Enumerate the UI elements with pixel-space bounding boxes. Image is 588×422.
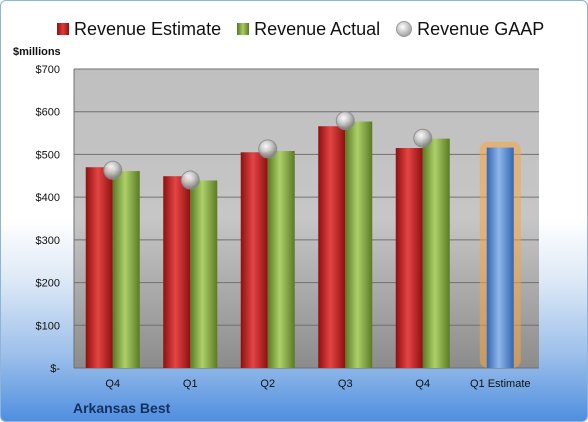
marker-revenue-gaap	[335, 111, 355, 131]
y-tick-label: $500	[36, 149, 60, 161]
bar-revenue-actual	[345, 121, 373, 368]
bar-revenue-estimate	[318, 126, 346, 368]
bar-revenue-actual	[267, 151, 295, 368]
x-tick-label: Q1	[183, 378, 198, 390]
y-tick-label: $100	[36, 320, 60, 332]
chart-legend: Revenue Estimate Revenue Actual Revenue …	[57, 17, 547, 41]
x-tick-label: Q3	[338, 378, 353, 390]
bar-revenue-actual	[190, 180, 218, 368]
bar-revenue-estimate	[395, 148, 423, 368]
company-name: Arkansas Best	[73, 400, 171, 416]
bar-revenue-actual	[422, 138, 450, 368]
plot-area	[74, 69, 539, 368]
legend-swatch-revenue-actual	[237, 23, 250, 35]
legend-item-revenue-actual: Revenue Actual	[237, 19, 380, 40]
bar-q1-estimate	[486, 147, 514, 368]
x-tick-label: Q4	[105, 378, 120, 390]
x-tick-label: Q1 Estimate	[470, 378, 531, 390]
y-tick-label: $600	[36, 107, 60, 119]
legend-item-revenue-gaap: Revenue GAAP	[396, 19, 544, 40]
legend-item-revenue-estimate: Revenue Estimate	[57, 19, 221, 40]
y-tick-label: $700	[36, 64, 60, 76]
y-axis-unit-label: $millions	[13, 46, 61, 58]
marker-revenue-gaap	[258, 139, 278, 159]
legend-swatch-revenue-estimate	[57, 23, 69, 35]
bar-revenue-estimate	[240, 152, 268, 368]
marker-revenue-gaap	[180, 170, 200, 190]
bar-revenue-actual	[112, 171, 140, 368]
y-tick-label: $400	[36, 192, 60, 204]
legend-swatch-revenue-gaap	[396, 21, 413, 37]
marker-revenue-gaap	[103, 160, 123, 180]
x-tick-label: Q2	[260, 378, 275, 390]
bar-revenue-estimate	[163, 176, 191, 368]
legend-label-revenue-estimate: Revenue Estimate	[74, 18, 222, 39]
y-tick-label: $300	[36, 235, 60, 247]
legend-label-revenue-actual: Revenue Actual	[254, 18, 381, 39]
x-tick-label: Q4	[415, 378, 430, 390]
bar-revenue-estimate	[85, 167, 113, 368]
legend-label-revenue-gaap: Revenue GAAP	[417, 18, 545, 39]
marker-revenue-gaap	[413, 128, 433, 148]
y-tick-label: $200	[36, 278, 60, 290]
y-tick-label: $-	[50, 363, 60, 375]
